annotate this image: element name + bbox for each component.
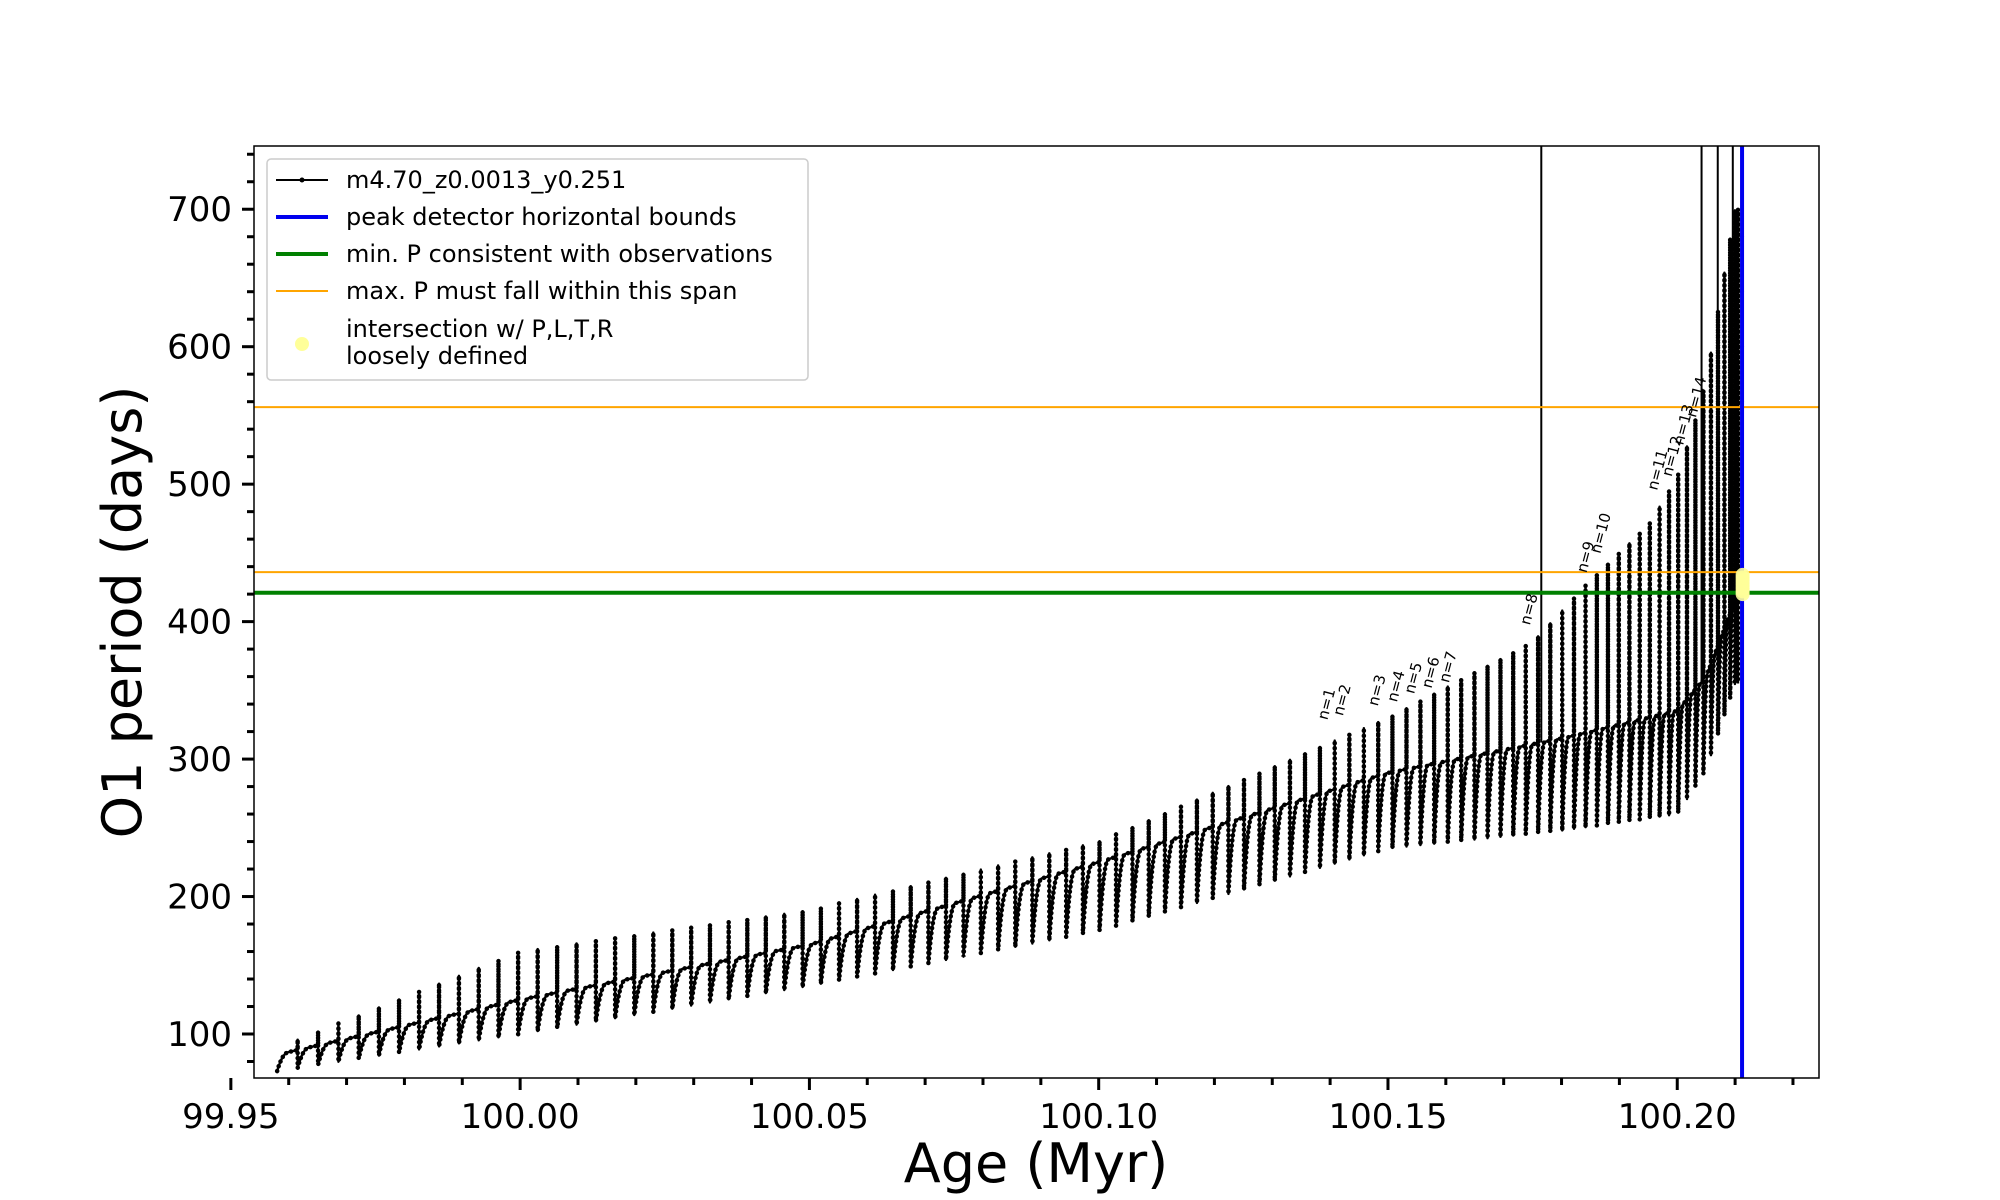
x-tick-label: 100.20 [1618,1097,1737,1137]
peak-annotation: n=7 [1435,649,1461,684]
peak-annotation: n=10 [1587,511,1615,555]
x-axis: 99.95 100.00 100.05 100.10 100.15 100.20 [182,1078,1795,1137]
x-tick-label: 100.10 [1039,1097,1158,1137]
legend-swatch-marker [299,177,305,183]
series-markers [274,209,1741,1074]
x-tick-label: 100.15 [1328,1097,1447,1137]
x-axis-label: Age (Myr) [904,1132,1169,1195]
legend-box [266,158,809,381]
x-tick-label: 99.95 [182,1097,279,1137]
peak-detector-marker [1740,344,1745,349]
legend-label: m4.70_z0.0013_y0.251 [346,166,626,194]
intersection-marker [1735,567,1750,582]
y-tick-label: 400 [167,603,232,643]
y-tick-label: 600 [167,328,232,368]
peak-detector-marker [1740,234,1745,239]
legend-label: peak detector horizontal bounds [346,203,737,231]
y-tick-label: 200 [167,878,232,918]
legend-label: intersection w/ P,L,T,R [346,315,613,343]
peak-annotation: n=14 [1682,375,1710,419]
legend-marker [295,337,309,351]
y-axis-label: O1 period (days) [91,386,154,839]
y-tick-label: 500 [167,465,232,505]
y-tick-label: 100 [167,1015,232,1055]
y-axis: 100 200 300 400 500 600 700 [167,152,254,1064]
peak-annotation: n=8 [1516,592,1542,627]
legend-label: min. P consistent with observations [346,240,773,268]
y-tick-label: 700 [167,190,232,230]
peak-detector-marker [1740,399,1745,404]
legend-label: max. P must fall within this span [346,277,737,305]
peak-annotation: n=2 [1329,682,1355,717]
plot-frame [253,145,1820,1079]
y-tick-label: 300 [167,740,232,780]
x-tick-label: 100.00 [461,1097,580,1137]
x-tick-label: 100.05 [750,1097,869,1137]
peak-detector-marker [1740,289,1745,294]
legend-label-line2: loosely defined [346,342,528,370]
